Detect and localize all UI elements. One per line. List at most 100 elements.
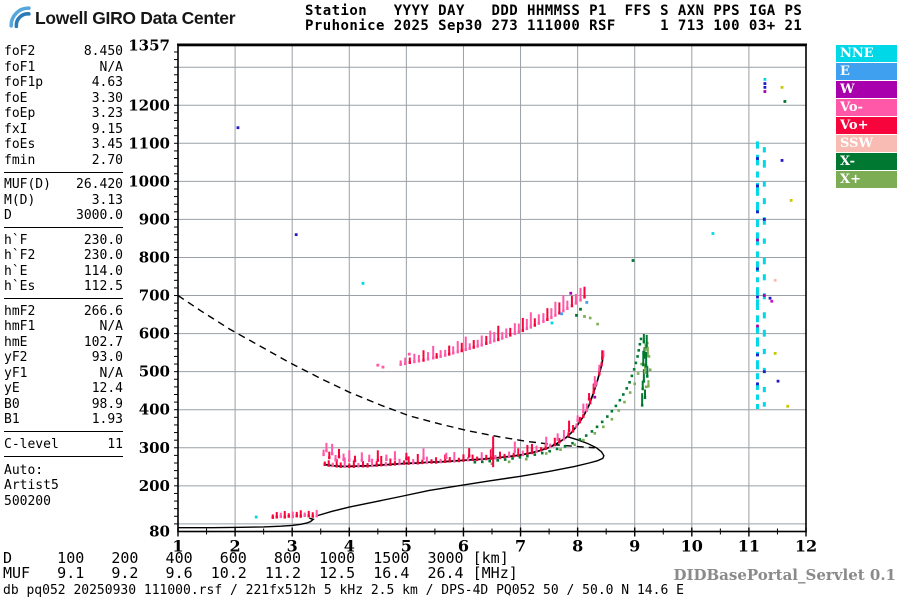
muf-frequency-row: MUF 9.1 9.2 9.6 10.2 11.2 12.5 16.4 26.4… [3,563,518,582]
param-row: foF1 N/A [4,60,123,76]
param-value: 112.5 [83,279,123,294]
param-label: foEp [4,106,36,121]
param-label: yF2 [4,350,28,365]
muf-table: D 100 200 400 600 800 1000 1500 3000 [km… [3,551,518,580]
param-label: hmF1 [4,319,36,334]
station-header-row: Station YYYY DAY DDD HHMMSS P1 FFS S AXN… [305,3,803,19]
param-label: foE [4,90,28,106]
param-row: D 3000.0 [4,208,123,224]
legend-item-vo: Vo+ [836,117,897,134]
series-muf-transmission-curve [177,294,595,449]
param-label: MUF(D) [4,177,51,192]
series-nne-noise-band [755,141,766,409]
legend-item-w: W [836,81,897,98]
param-row: Artist5 [4,478,123,494]
param-row: fxI 9.15 [4,122,123,138]
param-row: M(D) 3.13 [4,193,123,209]
muf-distance-row: D 100 200 400 600 800 1000 1500 3000 [km… [3,549,509,567]
param-value: 26.420 [76,177,123,192]
param-value: 98.9 [91,396,123,412]
x-axis-tick-label: 8 [572,537,583,556]
x-axis-tick-label: 9 [629,537,640,556]
param-row: hmE 102.7 [4,335,123,351]
plot-axes: 1 2 3 4 5 6 7 8 9 10 11 121357120011001000900800700… [128,37,817,556]
giro-logo: Lowell GIRO Data Center [7,4,236,33]
param-row: yE 12.4 [4,381,123,397]
param-label: B1 [4,412,20,427]
series-x-trace [473,337,643,464]
param-value: 266.6 [83,303,123,319]
param-label: fmin [4,152,36,168]
param-value: 93.0 [91,350,123,365]
polarization-legend: NNE E W Vo- Vo+ SSW X- X+ [836,45,897,189]
param-value: N/A [99,365,123,381]
legend-item-e: E [836,63,897,80]
series-x-trace-spread [490,316,652,466]
x-axis-tick-label: 11 [738,537,760,556]
param-value: 2.70 [91,152,123,168]
param-row: foF2 8.450 [4,44,123,60]
legend-item-vo: Vo- [836,99,897,116]
param-value: 230.0 [83,248,123,263]
giro-logo-text: Lowell GIRO Data Center [35,8,236,28]
param-value: 3.30 [91,90,123,106]
y-axis-tick-label: 1357 [128,37,170,55]
param-row: B0 98.9 [4,397,123,413]
param-label: foEs [4,137,36,152]
y-axis-tick-label: 900 [139,210,170,228]
param-label: Artist5 [4,478,59,493]
y-axis-tick-label: 500 [139,363,170,381]
param-value: 3.13 [91,192,123,208]
param-row: hmF1 N/A [4,319,123,335]
param-value: 3.23 [91,106,123,121]
param-value: 9.15 [91,121,123,137]
param-value: 11 [107,436,123,452]
series-o-trace-fit [324,353,605,468]
param-label: fxI [4,121,28,137]
x-axis-tick-label: 12 [795,537,817,556]
param-row: h`F 230.0 [4,233,123,249]
param-label: yE [4,381,20,396]
param-label: C-level [4,436,59,452]
param-label: D [4,208,12,223]
x-axis-tick-label: 10 [681,537,703,556]
series-x-trace-cusp [640,333,650,407]
param-label: M(D) [4,192,36,208]
param-row: yF2 93.0 [4,350,123,366]
param-row: hmF2 266.6 [4,304,123,320]
series-true-height-profile-F [317,436,605,517]
station-data-row: Pruhonice 2025 Sep30 273 111000 RSF 1 71… [305,17,803,34]
series-o-trace-echoes [323,350,605,468]
panel-divider [4,171,123,173]
giro-logo-icon [7,4,32,33]
panel-divider [4,298,123,299]
panel-divider [4,227,123,228]
param-row: foE 3.30 [4,91,123,107]
panel-divider [4,455,123,457]
y-axis-tick-label: 200 [139,477,170,495]
param-row: foEp 3.23 [4,106,123,122]
y-axis-tick-label: 1100 [128,134,170,152]
y-axis-tick-label: 400 [139,401,170,419]
param-label: h`Es [4,279,36,294]
param-value: 8.450 [83,44,123,59]
y-axis-tick-label: 1200 [128,96,170,114]
y-axis-tick-label: 800 [139,248,170,266]
param-row: h`Es 112.5 [4,279,123,295]
param-label: h`F [4,232,28,248]
param-value: 102.7 [83,334,123,350]
param-value: 3000.0 [76,208,123,223]
param-label: 500200 [4,493,51,509]
param-label: foF1p [4,75,44,90]
param-label: h`F2 [4,248,36,263]
series-true-height-profile-E [178,517,315,529]
legend-item-x: X- [836,153,897,170]
servlet-version-label: DIDBasePortal_Servlet 0.1 [673,566,896,584]
param-label: B0 [4,396,20,412]
param-row: MUF(D) 26.420 [4,177,123,193]
param-row: foF1p 4.63 [4,75,123,91]
param-value: 3.45 [91,137,123,152]
param-label: hmF2 [4,303,36,319]
